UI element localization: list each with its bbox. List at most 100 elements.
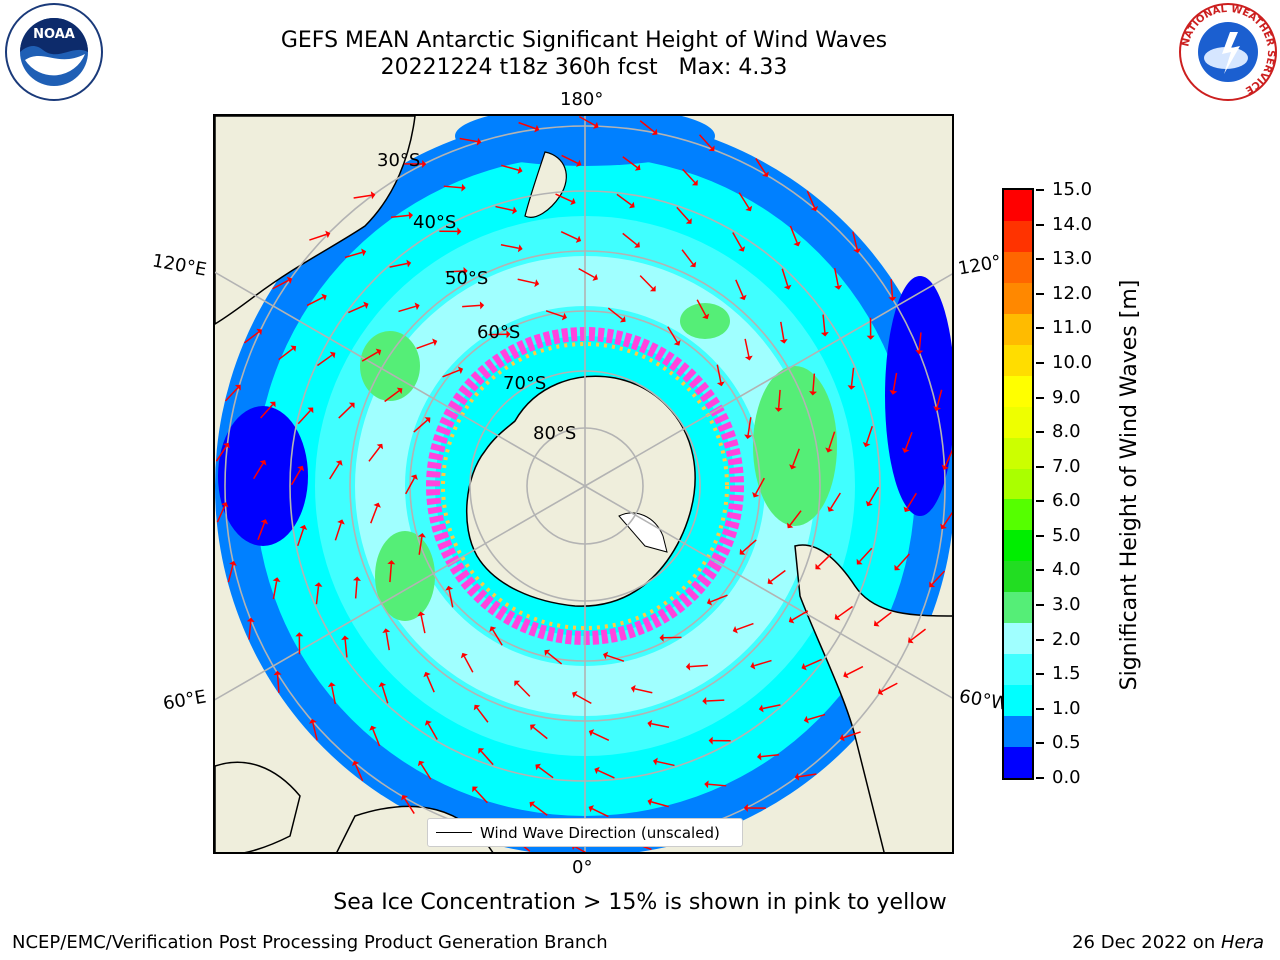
wind-wave-arrow (903, 492, 917, 513)
wind-wave-arrow (639, 120, 658, 136)
meridian-line (215, 485, 586, 701)
meridian-line (215, 271, 586, 487)
wind-wave-arrow (682, 168, 698, 186)
wind-wave-arrow (518, 121, 540, 133)
lon-label-120w: 120° (956, 251, 1003, 280)
colorbar-band (1004, 375, 1032, 407)
wind-wave-arrow (460, 652, 474, 673)
colorbar-band (1004, 189, 1032, 221)
wind-wave-arrow (224, 384, 241, 402)
wind-wave-arrow (774, 389, 783, 412)
wind-wave-arrow (308, 718, 318, 741)
wind-wave-arrow (501, 164, 523, 174)
wind-wave-arrow (545, 310, 567, 321)
colorbar-tick (1036, 292, 1044, 295)
colorbar-band (1004, 220, 1032, 252)
wind-wave-arrow (827, 492, 841, 512)
colorbar-tick (1036, 569, 1044, 572)
wind-wave-arrow (529, 801, 548, 816)
wind-wave-arrow (758, 704, 781, 713)
footer-credit: NCEP/EMC/Verification Post Processing Pr… (12, 932, 608, 953)
wind-wave-arrow (368, 443, 384, 462)
wind-wave-arrow (639, 275, 656, 292)
wind-wave-arrow (405, 474, 418, 495)
svg-text:NOAA: NOAA (33, 27, 75, 42)
wind-wave-arrow (603, 651, 625, 662)
wind-wave-arrow (439, 227, 462, 236)
colorbar-band (1004, 653, 1032, 686)
colorbar-tick-label: 0.0 (1052, 767, 1081, 788)
wind-wave-arrow (417, 611, 426, 634)
high-wave-patch (680, 303, 730, 339)
wind-wave-arrow (767, 569, 786, 585)
wind-wave-arrow (278, 345, 297, 361)
wind-wave-arrow (391, 211, 414, 220)
wind-wave-arrow (489, 626, 503, 646)
wind-wave-arrow (514, 680, 531, 697)
wind-wave-arrow (866, 317, 875, 340)
wind-wave-arrow (933, 389, 943, 412)
wind-wave-arrow (908, 628, 926, 644)
wind-wave-arrow (667, 326, 681, 346)
wind-wave-arrow (309, 230, 331, 241)
wind-wave-arrow (744, 417, 753, 440)
wind-wave-arrow (685, 662, 708, 671)
wind-wave-arrow (834, 605, 853, 621)
wind-wave-arrow (732, 232, 746, 252)
colorbar-tick-label: 1.5 (1052, 663, 1081, 685)
wind-wave-arrow (387, 560, 396, 583)
chart-subtitle: 20221224 t18z 360h fcst Max: 4.33 (380, 55, 788, 80)
wind-wave-arrow (647, 719, 670, 728)
wind-wave-arrow (389, 259, 412, 268)
wind-wave-arrow (732, 622, 754, 634)
wind-wave-arrow (794, 772, 817, 781)
wind-wave-arrow (561, 154, 582, 167)
legend-label: Wind Wave Direction (unscaled) (480, 823, 720, 842)
wind-wave-arrow (370, 502, 381, 524)
wind-wave-arrow (244, 328, 262, 344)
wind-wave-arrow (578, 267, 598, 281)
wind-wave-arrow (535, 763, 554, 779)
colorbar-tick (1036, 465, 1044, 468)
wind-wave-arrow (755, 158, 769, 178)
lon-label-60e: 60°E (161, 686, 208, 715)
colorbar-band (1004, 406, 1032, 438)
colorbar-tick-label: 1.0 (1052, 697, 1081, 719)
wind-wave-arrow (779, 321, 788, 344)
colorbar-band (1004, 282, 1032, 314)
wind-wave-arrow (647, 798, 669, 808)
lon-label-180: 180° (560, 89, 604, 110)
wind-wave-arrow (544, 649, 563, 665)
wind-wave-arrow (630, 684, 653, 694)
wind-wave-arrow (297, 524, 308, 547)
wind-wave-arrow (588, 729, 610, 742)
colorbar-band (1004, 591, 1032, 624)
wind-wave-arrow (652, 757, 675, 767)
latitude-label: 40°S (413, 212, 456, 233)
wind-wave-arrow (216, 502, 229, 523)
legend-line-swatch (436, 832, 472, 833)
wind-wave-arrow (704, 780, 727, 789)
colorbar-tick-label: 12.0 (1052, 282, 1093, 304)
high-wave-patch (360, 331, 420, 401)
meridian-line (584, 273, 952, 487)
wind-wave-arrow (781, 268, 792, 290)
wind-wave-arrow (856, 547, 873, 565)
lon-label-120e: 120°E (150, 250, 209, 281)
colorbar-tick (1036, 742, 1044, 745)
map-legend: Wind Wave Direction (unscaled) (427, 818, 743, 847)
colorbar-tick (1036, 327, 1044, 330)
colorbar-band (1004, 437, 1032, 469)
footer-host: Hera (1220, 932, 1264, 953)
sea-ice-note: Sea Ice Concentration > 15% is shown in … (333, 890, 947, 915)
wind-wave-arrow (744, 338, 753, 361)
wind-wave-arrow (888, 279, 897, 302)
wind-wave-arrow (825, 431, 836, 453)
colorbar-tick (1036, 361, 1044, 364)
wind-wave-arrow (272, 577, 281, 600)
wind-wave-arrow (329, 460, 343, 480)
latitude-label: 30°S (377, 150, 420, 171)
wind-wave-arrow (915, 332, 924, 355)
wind-wave-arrow (696, 299, 710, 320)
polar-map: 30°S 40°S 50°S 60°S 70°S 80°S (213, 114, 954, 854)
